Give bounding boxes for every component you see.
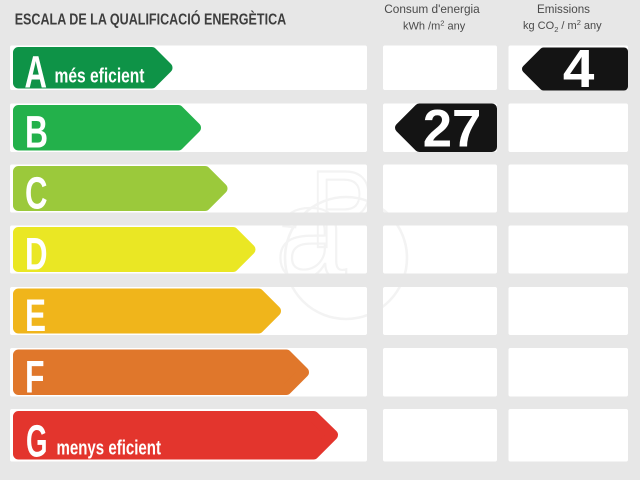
svg-text:ESCALA DE LA QUALIFICACIÓ ENER: ESCALA DE LA QUALIFICACIÓ ENERGÈTICA bbox=[15, 9, 287, 28]
svg-text:E: E bbox=[25, 290, 46, 341]
svg-text:Consum d'energia: Consum d'energia bbox=[384, 2, 480, 16]
svg-text:P: P bbox=[310, 149, 373, 271]
svg-text:kg CO2 / m2 any: kg CO2 / m2 any bbox=[523, 18, 602, 34]
svg-text:27: 27 bbox=[423, 99, 482, 158]
svg-text:B: B bbox=[25, 107, 48, 158]
svg-text:F: F bbox=[25, 352, 45, 403]
svg-text:kWh /m2 any: kWh /m2 any bbox=[403, 19, 466, 33]
svg-text:a: a bbox=[275, 162, 347, 305]
svg-text:més eficient: més eficient bbox=[55, 65, 145, 88]
svg-text:Emissions: Emissions bbox=[537, 2, 590, 16]
svg-text:menys eficient: menys eficient bbox=[57, 437, 162, 460]
svg-text:C: C bbox=[25, 168, 48, 219]
svg-text:A: A bbox=[25, 47, 48, 98]
svg-text:G: G bbox=[26, 415, 48, 466]
svg-text:4: 4 bbox=[563, 40, 595, 99]
svg-text:D: D bbox=[25, 229, 48, 280]
